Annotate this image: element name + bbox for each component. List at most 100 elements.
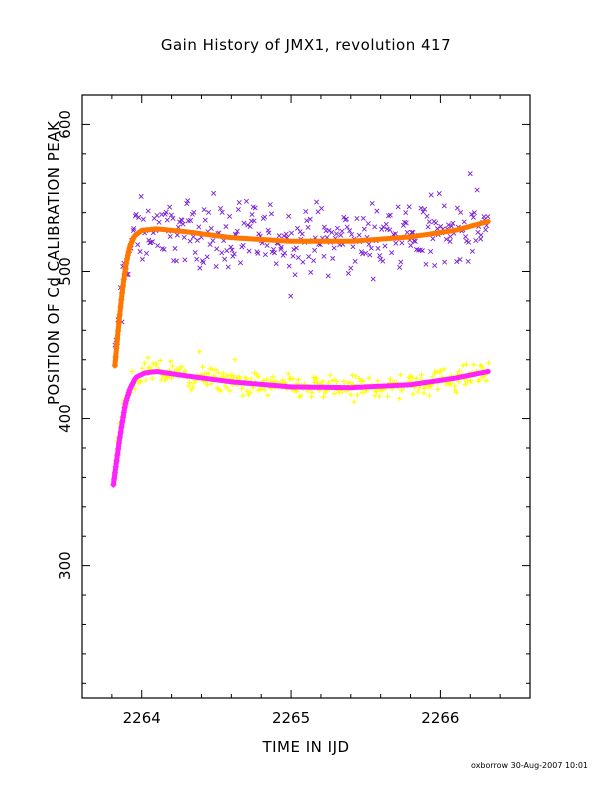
data-point-x xyxy=(224,248,230,254)
data-point-x xyxy=(304,218,310,224)
data-point-plus xyxy=(313,376,320,382)
data-point-plus xyxy=(463,361,470,368)
data-point-x xyxy=(184,201,190,207)
data-point-x xyxy=(454,259,460,265)
data-point-plus xyxy=(479,363,485,370)
data-point-x xyxy=(219,250,225,256)
data-point-x xyxy=(454,205,460,211)
data-point-plus xyxy=(438,368,444,374)
data-point-x xyxy=(208,225,214,231)
data-point-x xyxy=(218,205,224,211)
data-point-x xyxy=(278,244,284,250)
data-point-x xyxy=(442,259,448,265)
data-point-x xyxy=(135,242,141,248)
data-point-x xyxy=(473,237,479,244)
data-point-plus xyxy=(132,386,138,392)
data-point-x xyxy=(446,222,452,228)
data-point-x xyxy=(314,199,320,205)
data-point-plus xyxy=(453,389,460,396)
data-point-x xyxy=(436,191,442,197)
fit-marker xyxy=(113,457,120,464)
data-point-x xyxy=(264,242,270,248)
data-point-x xyxy=(237,260,244,266)
data-point-plus xyxy=(157,357,163,364)
x-tick-label: 2265 xyxy=(272,709,310,727)
data-point-plus xyxy=(397,371,404,378)
data-point-x xyxy=(461,219,467,225)
data-point-plus xyxy=(429,374,436,380)
data-point-plus xyxy=(396,395,403,402)
data-point-plus xyxy=(206,371,212,377)
data-point-x xyxy=(447,238,453,244)
data-point-x xyxy=(256,231,262,237)
data-point-plus xyxy=(153,361,160,367)
data-point-plus xyxy=(476,377,482,383)
data-point-x xyxy=(339,228,345,234)
data-point-x xyxy=(430,236,436,242)
data-point-x xyxy=(392,231,399,237)
data-point-x xyxy=(290,253,296,259)
fit-marker xyxy=(115,327,122,334)
data-point-x xyxy=(177,219,183,225)
data-point-plus xyxy=(227,388,233,394)
data-point-x xyxy=(389,250,395,256)
data-point-plus xyxy=(441,366,447,372)
data-point-plus xyxy=(150,360,156,367)
data-point-plus xyxy=(258,386,264,392)
data-point-x xyxy=(409,229,415,236)
data-point-plus xyxy=(477,362,484,369)
data-point-plus xyxy=(456,368,463,374)
data-point-x xyxy=(382,243,388,249)
data-point-x xyxy=(207,241,213,248)
data-point-x xyxy=(356,232,362,238)
data-point-x xyxy=(139,256,145,262)
data-point-plus xyxy=(179,363,185,370)
data-point-plus xyxy=(137,379,144,385)
fit-marker xyxy=(124,252,131,259)
data-point-plus xyxy=(290,376,296,382)
data-point-plus xyxy=(149,375,156,382)
data-point-x xyxy=(341,214,347,220)
data-point-x xyxy=(164,217,170,223)
fit-marker xyxy=(117,303,124,310)
data-point-plus xyxy=(483,377,489,384)
data-point-x xyxy=(361,226,367,232)
data-point-x xyxy=(167,234,173,240)
data-point-x xyxy=(305,224,311,230)
data-point-plus xyxy=(244,388,251,394)
fit-marker xyxy=(111,362,118,369)
data-point-x xyxy=(197,265,203,271)
data-point-plus xyxy=(356,375,362,382)
data-point-x xyxy=(398,259,404,265)
data-point-plus xyxy=(471,361,477,368)
data-point-plus xyxy=(398,387,405,393)
data-point-plus xyxy=(366,375,372,381)
y-tick-label: 400 xyxy=(56,404,74,433)
data-point-plus xyxy=(320,378,326,385)
data-point-plus xyxy=(182,368,188,374)
data-point-plus xyxy=(376,393,383,399)
data-point-x xyxy=(267,202,273,208)
data-point-x xyxy=(478,236,484,242)
data-point-plus xyxy=(199,364,206,370)
fit-marker xyxy=(118,296,125,303)
data-point-x xyxy=(167,204,173,210)
data-point-x xyxy=(344,224,350,230)
fit-marker xyxy=(129,380,136,387)
data-point-x xyxy=(311,258,317,264)
data-point-plus xyxy=(285,371,292,377)
data-point-plus xyxy=(485,360,492,366)
data-point-x xyxy=(469,211,475,217)
data-point-x xyxy=(312,247,318,253)
data-point-x xyxy=(467,171,473,177)
data-point-plus xyxy=(334,379,340,385)
x-axis-label: TIME IN IJD xyxy=(262,738,350,756)
data-point-plus xyxy=(348,391,354,398)
data-point-x xyxy=(418,205,424,211)
y-tick-label: 600 xyxy=(56,110,74,139)
footer-stamp: oxborrow 30-Aug-2007 10:01 xyxy=(471,761,588,770)
data-point-plus xyxy=(293,388,300,395)
data-point-plus xyxy=(186,383,192,389)
data-point-x xyxy=(132,213,138,219)
data-point-x xyxy=(457,256,463,263)
